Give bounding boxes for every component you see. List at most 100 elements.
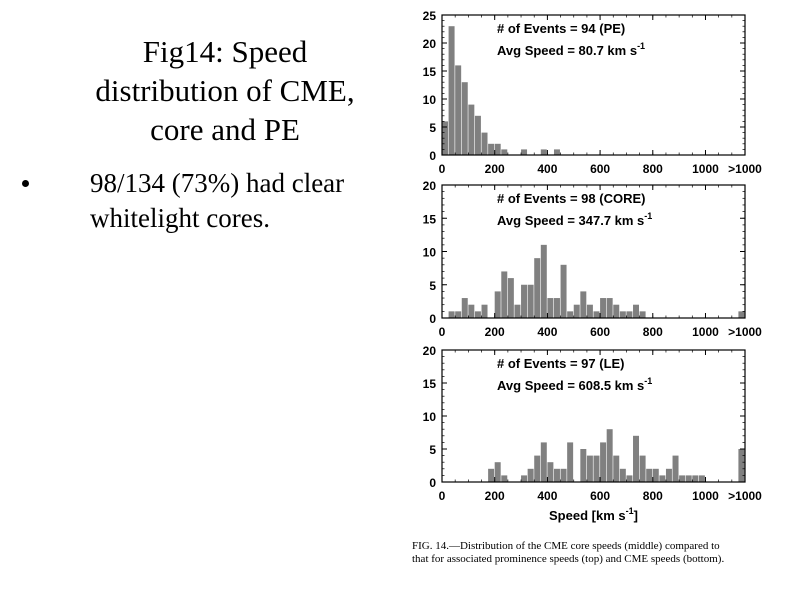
histogram-bar	[514, 304, 521, 318]
histogram-bar	[553, 149, 560, 155]
x-tick-label: 800	[643, 489, 663, 503]
panel-annotation: Avg Speed = 347.7 km s-1	[497, 211, 652, 228]
annotation-superscript: -1	[637, 41, 645, 51]
histogram-bar	[580, 449, 587, 482]
histogram-bar	[527, 468, 534, 482]
histogram-bar	[540, 149, 547, 155]
axis-label-tail: ]	[634, 508, 638, 523]
histogram-bar	[494, 291, 501, 318]
histogram-bar	[639, 455, 646, 482]
x-axis-label: Speed [km s-1]	[549, 506, 638, 523]
histogram-bar	[633, 435, 640, 482]
x-tick-label: 0	[439, 489, 446, 503]
y-tick-label: 5	[429, 121, 436, 135]
x-tick-label: 400	[537, 325, 557, 339]
title-line: Fig14: Speed	[142, 34, 308, 69]
histogram-bar	[586, 455, 593, 482]
x-tick-label: >1000	[728, 489, 762, 503]
histogram-bar	[692, 475, 699, 482]
histogram-bar	[468, 304, 475, 318]
histogram-bar	[659, 475, 666, 482]
histogram-bar	[448, 311, 455, 318]
histogram-bar	[488, 143, 495, 155]
x-tick-label: 200	[485, 325, 505, 339]
annotation-superscript: -1	[644, 211, 652, 221]
x-tick-label: 800	[643, 162, 663, 176]
x-tick-label: 600	[590, 325, 610, 339]
axis-label-superscript: -1	[626, 506, 634, 516]
histogram-bar	[521, 149, 528, 155]
y-tick-label: 0	[429, 149, 436, 163]
y-tick-label: 10	[423, 93, 437, 107]
histogram-bar	[633, 304, 640, 318]
panel-frame	[441, 14, 746, 156]
histogram-bar	[494, 462, 501, 482]
bullet-text: 98/134 (73%) had clear whitelight cores.	[90, 166, 400, 236]
histogram-bar	[606, 298, 613, 318]
histogram-bar	[580, 291, 587, 318]
y-tick-label: 15	[423, 377, 437, 391]
histogram-bar	[626, 475, 633, 482]
histogram-bar	[461, 298, 468, 318]
histogram-bar	[613, 455, 620, 482]
histogram-bar	[547, 298, 554, 318]
x-tick-label: 0	[439, 325, 446, 339]
histogram-bar	[567, 442, 574, 482]
y-tick-label: 15	[423, 212, 437, 226]
histogram-bar	[521, 475, 528, 482]
slide-title: Fig14: Speed distribution of CME, core a…	[40, 32, 410, 149]
bullet-dot-icon	[22, 180, 29, 187]
y-tick-label: 20	[423, 179, 437, 193]
histogram-bar	[507, 278, 514, 318]
x-tick-label: 0	[439, 162, 446, 176]
histogram-bar	[540, 244, 547, 318]
caption-line: FIG. 14.—Distribution of the CME core sp…	[412, 540, 720, 552]
x-tick-label: >1000	[728, 162, 762, 176]
histogram-bar	[553, 468, 560, 482]
histogram-bar	[586, 304, 593, 318]
bullet-line: whitelight cores.	[90, 203, 270, 233]
histogram-bar	[481, 304, 488, 318]
histogram-bar	[481, 132, 488, 155]
histogram-bar	[488, 468, 495, 482]
histogram-bar	[646, 468, 653, 482]
histogram-bar	[501, 149, 508, 155]
histogram-bar	[613, 304, 620, 318]
caption-line: that for associated prominence speeds (t…	[412, 553, 725, 565]
histogram-bar	[600, 442, 607, 482]
x-tick-label: 1000	[692, 489, 719, 503]
histogram-bar	[639, 311, 646, 318]
histogram-bar	[534, 258, 541, 318]
histogram-bar	[600, 298, 607, 318]
histogram-bar	[567, 311, 574, 318]
x-tick-label: 600	[590, 489, 610, 503]
histogram-bar	[527, 284, 534, 318]
histogram-bar	[679, 475, 686, 482]
histogram-bar	[619, 468, 626, 482]
annotation-superscript: -1	[644, 376, 652, 386]
x-tick-label: 600	[590, 162, 610, 176]
x-tick-label: >1000	[728, 325, 762, 339]
histogram-bar	[738, 311, 745, 318]
x-tick-label: 200	[485, 162, 505, 176]
histogram-bar	[494, 143, 501, 155]
y-tick-label: 10	[423, 246, 437, 260]
histogram-bar	[534, 455, 541, 482]
y-tick-label: 0	[429, 312, 436, 326]
bullet-line: 98/134 (73%) had clear	[90, 168, 345, 198]
histogram-bar	[455, 311, 462, 318]
figure-caption: FIG. 14.—Distribution of the CME core sp…	[412, 540, 772, 566]
panel-annotation: # of Events = 97 (LE)	[497, 356, 625, 371]
title-line: distribution of CME,	[95, 73, 355, 108]
histogram-bar	[553, 298, 560, 318]
y-tick-label: 5	[429, 443, 436, 457]
histogram-bar	[501, 271, 508, 318]
y-tick-label: 10	[423, 410, 437, 424]
histogram-bar	[547, 462, 554, 482]
x-tick-label: 400	[537, 489, 557, 503]
y-tick-label: 5	[429, 279, 436, 293]
histogram-bar	[560, 264, 567, 318]
histogram-bar	[672, 455, 679, 482]
x-tick-label: 1000	[692, 325, 719, 339]
